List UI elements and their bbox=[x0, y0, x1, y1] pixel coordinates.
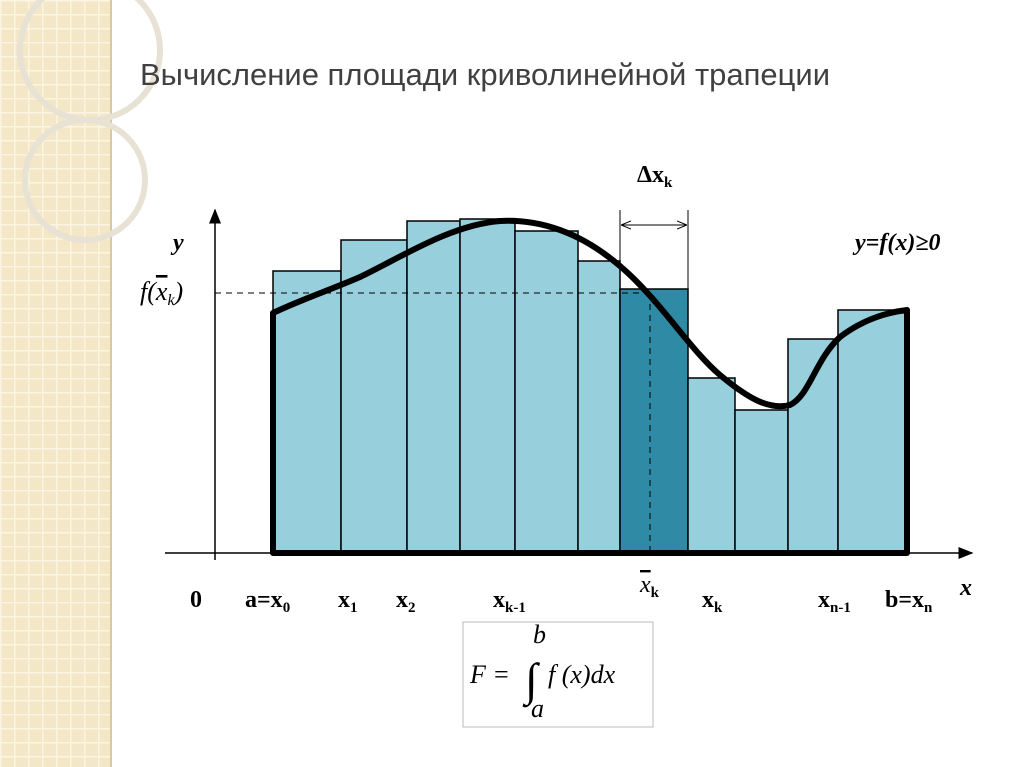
rect bbox=[687, 377, 736, 554]
f-suffix: ) bbox=[173, 277, 184, 306]
x-label-base: x bbox=[338, 587, 350, 613]
x-label-sub: k bbox=[651, 585, 660, 601]
x-label-sub: n bbox=[924, 600, 933, 616]
x-label: b=xn bbox=[885, 587, 933, 616]
x-label: xk bbox=[639, 572, 660, 601]
rect bbox=[406, 220, 461, 554]
formula-box bbox=[462, 621, 654, 728]
x-axis-label: x bbox=[959, 575, 972, 601]
x-label-base: x bbox=[493, 587, 505, 613]
x-labels: a=x0 x1 x2 xk-1xk xk xn-1 b=xn bbox=[245, 572, 933, 616]
rect bbox=[514, 230, 579, 554]
x-label: xk-1 bbox=[493, 587, 526, 616]
f-sub: k bbox=[167, 292, 175, 309]
formula-lhs: F = bbox=[469, 660, 510, 689]
rectangles bbox=[272, 218, 908, 554]
x-label-base: b=x bbox=[885, 587, 924, 613]
x-label-sub: k-1 bbox=[505, 600, 526, 616]
rect bbox=[459, 218, 516, 554]
rect bbox=[837, 309, 908, 554]
x-label-base: x bbox=[639, 572, 651, 598]
x-label: a=x0 bbox=[245, 587, 290, 616]
x-label: x1 bbox=[338, 587, 358, 616]
origin-label: 0 bbox=[190, 587, 202, 613]
delta-sub: k bbox=[664, 175, 673, 191]
rect bbox=[340, 239, 408, 554]
x-label-base: x bbox=[702, 587, 714, 613]
x-label: x2 bbox=[396, 587, 416, 616]
x-label-base: x bbox=[818, 587, 830, 613]
f-label: f(xk) bbox=[140, 277, 183, 309]
integrand: f (x)dx bbox=[548, 660, 616, 689]
side-strip bbox=[0, 0, 110, 767]
lower-limit: a bbox=[531, 694, 544, 723]
x-label: xn-1 bbox=[818, 587, 851, 616]
rect-highlight bbox=[619, 288, 689, 554]
f-prefix: f( bbox=[140, 277, 157, 306]
x-label-sub: n-1 bbox=[830, 600, 851, 616]
x-label-sub: 2 bbox=[408, 600, 416, 616]
curve-label: y=f(x)≥0 bbox=[852, 230, 940, 256]
x-label-sub: 1 bbox=[350, 600, 358, 616]
curve-trapezoid bbox=[270, 217, 910, 556]
x-label-sub: 0 bbox=[283, 600, 291, 616]
x-label-sub: k bbox=[714, 600, 723, 616]
title: Вычисление площади криволинейной трапеци… bbox=[140, 57, 830, 92]
rect bbox=[577, 260, 621, 554]
delta-base: Δx bbox=[637, 162, 664, 188]
rect bbox=[272, 270, 342, 554]
integral-sign: ∫ bbox=[522, 654, 540, 708]
f-var: x bbox=[155, 277, 168, 306]
x-label-base: x bbox=[396, 587, 408, 613]
delta-label: Δxk bbox=[637, 162, 673, 191]
upper-limit: b bbox=[533, 620, 546, 649]
x-label-base: a=x bbox=[245, 587, 283, 613]
y-axis-label: y bbox=[170, 230, 184, 256]
deco-circle bbox=[22, 117, 148, 243]
rect bbox=[734, 409, 789, 554]
x-label: xk bbox=[702, 587, 723, 616]
